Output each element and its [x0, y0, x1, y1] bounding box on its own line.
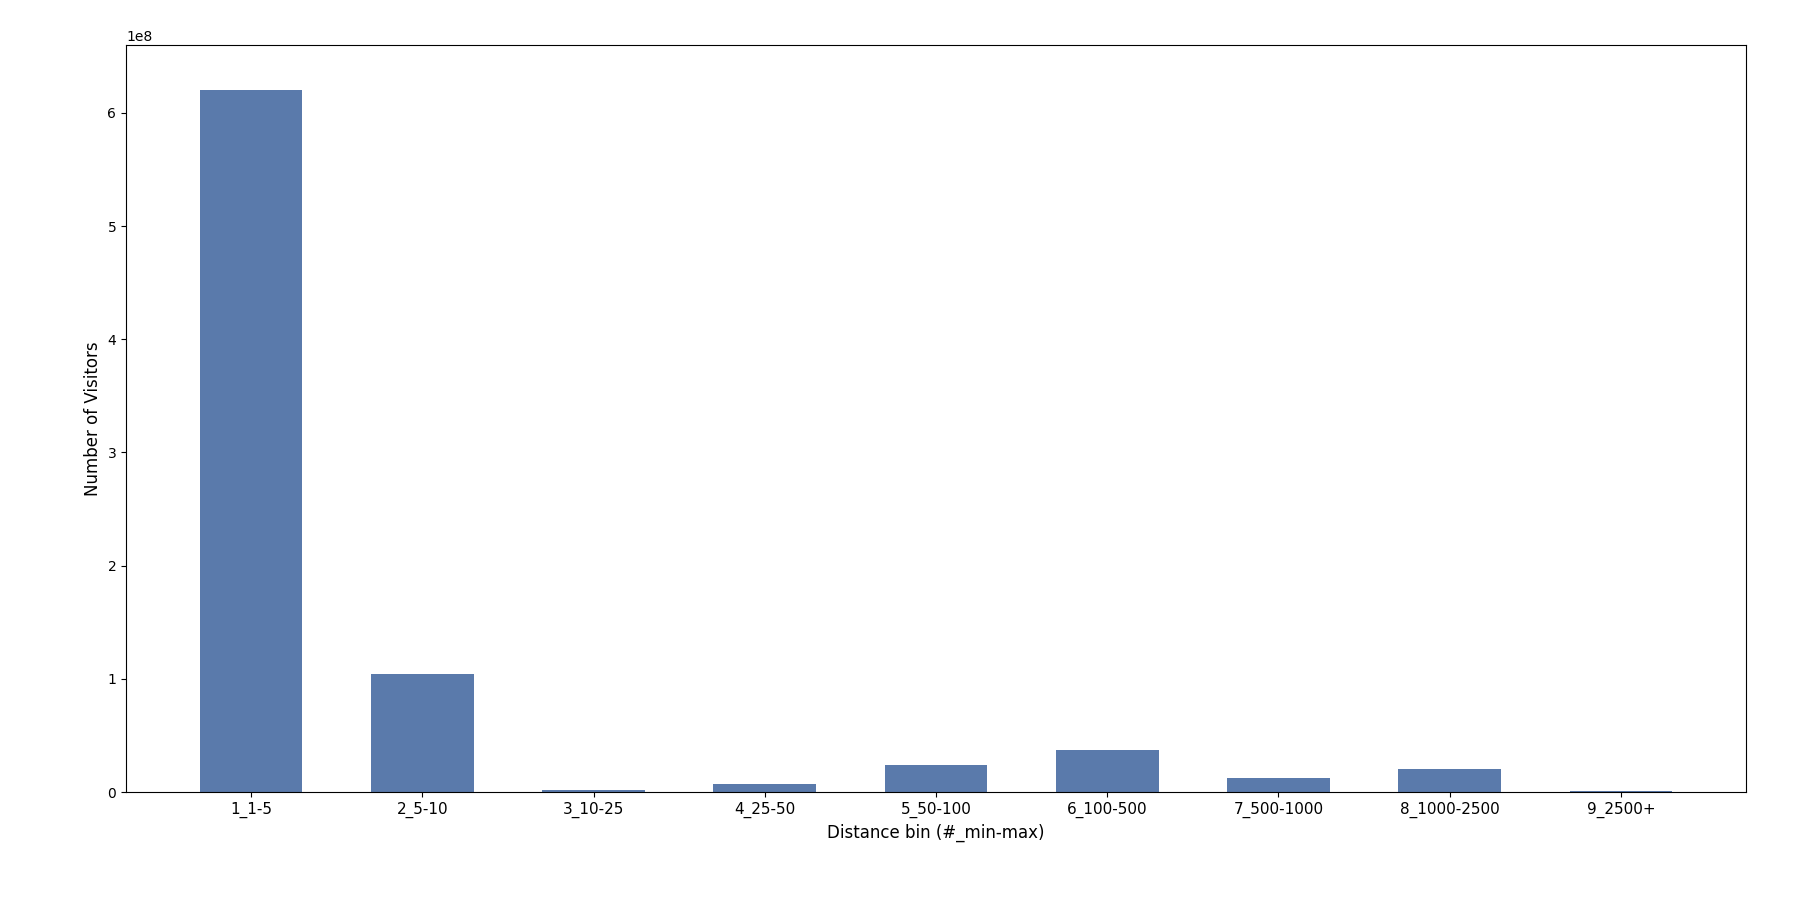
Bar [371, 674, 473, 792]
Bar [200, 90, 302, 792]
Bar [1399, 770, 1501, 792]
Bar [713, 784, 815, 792]
Bar [884, 765, 988, 792]
Bar [1057, 750, 1159, 792]
X-axis label: Distance bin (#_min-max): Distance bin (#_min-max) [828, 824, 1044, 842]
Bar [542, 790, 644, 792]
Y-axis label: Number of Visitors: Number of Visitors [85, 341, 103, 496]
Bar [1228, 778, 1330, 792]
